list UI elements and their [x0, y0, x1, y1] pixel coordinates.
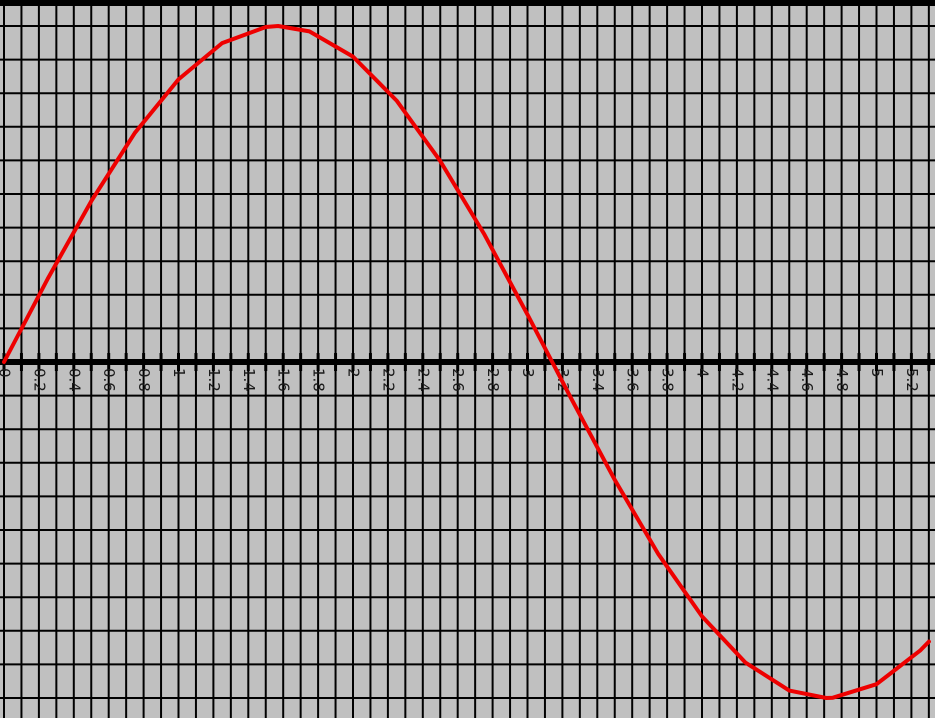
x-tick-label: 2.6 [449, 368, 467, 392]
x-tick-label: 0.2 [30, 368, 48, 392]
x-tick-label: 1.2 [205, 368, 223, 392]
x-tick-label: 2.4 [414, 368, 432, 392]
x-tick-label: 4.4 [763, 368, 781, 392]
x-tick-label: 2.8 [484, 368, 502, 392]
x-tick-label: 0 [0, 368, 14, 378]
x-tick-label: 1.4 [240, 368, 258, 392]
data-series [2, 24, 931, 700]
x-tick-label: 0.8 [135, 368, 153, 392]
x-tick-label: 3 [519, 368, 537, 378]
x-tick-label: 4.6 [798, 368, 816, 392]
x-tick-label: 3.8 [659, 368, 677, 392]
x-tick-label: 4.8 [833, 368, 851, 392]
series-line [2, 24, 931, 700]
x-tick-label: 2 [345, 368, 363, 378]
x-tick-label: 0.6 [100, 368, 118, 392]
x-tick-label: 4 [694, 368, 712, 378]
x-tick-label: 1.8 [310, 368, 328, 392]
x-tick-label: 3.6 [624, 368, 642, 392]
x-tick-label: 1.6 [275, 368, 293, 392]
x-tick-label: 5 [868, 368, 886, 378]
x-tick-label: 2.2 [379, 368, 397, 392]
x-tick-labels: 0 0.2 0.4 0.6 0.8 1 1.2 1.4 1.6 1.8 2 2.2 2.4 2.6 2.8 3… [0, 368, 921, 392]
x-axis [0, 353, 935, 371]
x-tick-label: 1 [170, 368, 188, 378]
x-tick-label: 0.4 [65, 368, 83, 392]
x-tick-label: 5.2 [903, 368, 921, 392]
x-tick-label: 3.4 [589, 368, 607, 392]
x-tick-label: 4.2 [728, 368, 746, 392]
